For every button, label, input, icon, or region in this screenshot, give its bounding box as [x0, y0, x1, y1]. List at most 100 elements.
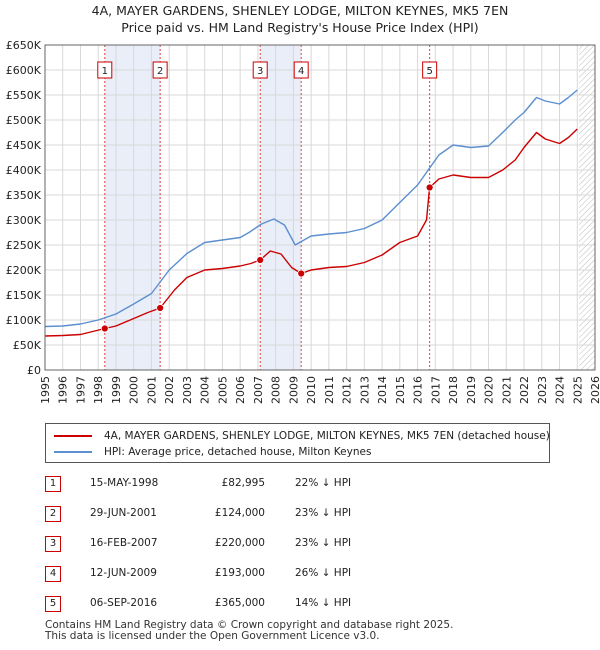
sale-number: 5	[45, 596, 61, 612]
y-tick-label-3: £150K	[6, 289, 42, 302]
y-tick-label-9: £450K	[6, 139, 42, 152]
x-tick-label-0: 1995	[39, 376, 52, 404]
sale-number: 2	[45, 506, 61, 522]
sale-number: 1	[45, 476, 61, 492]
series-line-hpi	[44, 89, 578, 328]
x-tick-label-30: 2025	[571, 376, 584, 404]
chart-title-line-2: Price paid vs. HM Land Registry's House …	[121, 20, 479, 35]
sale-hpi-diff: 14% ↓ HPI	[295, 597, 352, 609]
sale-price: £220,000	[214, 537, 265, 549]
legend-label-property: 4A, MAYER GARDENS, SHENLEY LODGE, MILTON…	[104, 430, 550, 442]
y-tick-label-12: £600K	[6, 64, 42, 77]
sale-date: 06-SEP-2016	[90, 597, 158, 609]
y-tick-label-6: £300K	[6, 214, 42, 227]
sales-table: 1 15-MAY-1998 £82,995 22% ↓ HPI 2 29-JUN-2001…	[45, 472, 585, 622]
sale-price: £82,995	[221, 477, 265, 489]
sale-row: 1 15-MAY-1998 £82,995 22% ↓ HPI	[45, 472, 585, 502]
x-tick-label-2: 1997	[74, 376, 87, 404]
sale-label-box-2	[152, 61, 168, 79]
plot-frame	[44, 44, 596, 371]
sale-hpi-diff: 23% ↓ HPI	[295, 507, 352, 519]
x-tick-label-22: 2017	[429, 376, 442, 404]
chart-title-line-1: 4A, MAYER GARDENS, SHENLEY LODGE, MILTON…	[91, 3, 509, 18]
y-tick-label-2: £100K	[6, 314, 42, 327]
sale-hpi-diff: 22% ↓ HPI	[295, 477, 352, 489]
sale-point-4	[297, 269, 306, 278]
x-tick-label-29: 2024	[554, 376, 567, 404]
sale-point-2	[156, 304, 165, 312]
y-tick-label-4: £200K	[6, 264, 42, 277]
sale-price: £365,000	[214, 597, 265, 609]
sale-date: 29-JUN-2001	[90, 507, 157, 519]
legend-swatch-property	[54, 435, 92, 437]
x-tick-label-8: 2003	[181, 376, 194, 404]
x-tick-label-24: 2019	[465, 376, 478, 404]
sale-row: 3 16-FEB-2007 £220,000 23% ↓ HPI	[45, 532, 585, 562]
x-tick-label-9: 2004	[199, 376, 212, 404]
y-tick-label-8: £400K	[6, 164, 42, 177]
sale-number: 3	[45, 536, 61, 552]
footer: Contains HM Land Registry data © Crown c…	[45, 620, 453, 642]
x-tick-label-15: 2010	[305, 376, 318, 404]
sale-label-text-2: 2	[157, 66, 163, 77]
sale-number: 4	[45, 566, 61, 582]
x-tick-label-4: 1999	[110, 376, 123, 404]
x-tick-label-10: 2005	[216, 376, 229, 404]
chart-legend: 4A, MAYER GARDENS, SHENLEY LODGE, MILTON…	[45, 423, 550, 463]
x-tick-label-14: 2009	[287, 376, 300, 404]
y-tick-label-7: £350K	[6, 189, 42, 202]
series-line-property	[44, 128, 578, 337]
sale-row: 2 29-JUN-2001 £124,000 23% ↓ HPI	[45, 502, 585, 532]
shaded-region-2	[260, 45, 302, 370]
sale-hpi-diff: 26% ↓ HPI	[295, 567, 352, 579]
sale-point-3	[256, 256, 265, 264]
x-tick-label-16: 2011	[323, 376, 336, 404]
y-tick-label-13: £650K	[6, 39, 42, 52]
x-tick-label-3: 1998	[92, 376, 105, 404]
x-tick-label-21: 2016	[412, 376, 425, 404]
x-tick-label-31: 2026	[589, 376, 600, 404]
x-tick-label-19: 2014	[376, 376, 389, 404]
y-tick-label-1: £50K	[13, 339, 42, 352]
sale-label-box-3	[252, 61, 268, 79]
sale-date: 12-JUN-2009	[90, 567, 157, 579]
sale-point-5	[425, 183, 434, 192]
sale-label-text-4: 4	[298, 66, 304, 77]
footer-copyright: Contains HM Land Registry data © Crown c…	[45, 619, 454, 631]
sale-label-text-1: 1	[102, 66, 108, 77]
legend-swatch-hpi	[54, 451, 92, 453]
sale-price: £193,000	[214, 567, 265, 579]
sale-price: £124,000	[214, 507, 265, 519]
price-chart: 1 2 3 4 5 £0 £50K £100K £150K £200K £250K £300K £350…	[6, 39, 600, 404]
sale-label-box-5	[422, 61, 438, 79]
sale-label-box-1	[97, 61, 113, 79]
y-tick-label-0: £0	[27, 364, 41, 377]
sale-date: 16-FEB-2007	[90, 537, 158, 549]
y-tick-label-10: £500K	[6, 114, 42, 127]
y-tick-label-11: £550K	[6, 89, 42, 102]
sale-row: 4 12-JUN-2009 £193,000 26% ↓ HPI	[45, 562, 585, 592]
x-tick-label-17: 2012	[341, 376, 354, 404]
x-tick-label-26: 2021	[500, 376, 513, 404]
x-tick-label-25: 2020	[483, 376, 496, 404]
x-tick-label-20: 2015	[394, 376, 407, 404]
x-tick-label-27: 2022	[518, 376, 531, 404]
x-tick-label-28: 2023	[536, 376, 549, 404]
x-tick-label-6: 2001	[145, 376, 158, 404]
x-tick-label-12: 2007	[252, 376, 265, 404]
sale-date: 15-MAY-1998	[90, 477, 159, 489]
shaded-region-1	[104, 45, 161, 370]
sale-point-1	[100, 324, 109, 333]
sale-label-box-4	[293, 61, 309, 79]
x-tick-label-1: 1996	[57, 376, 70, 404]
sale-label-text-5: 5	[426, 66, 432, 77]
x-tick-label-11: 2006	[234, 376, 247, 404]
forecast-hatch	[579, 45, 595, 370]
x-tick-label-18: 2013	[358, 376, 371, 404]
sale-label-text-3: 3	[257, 66, 263, 77]
x-tick-label-7: 2002	[163, 376, 176, 404]
x-tick-label-13: 2008	[270, 376, 283, 404]
legend-label-hpi: HPI: Average price, detached house, Milt…	[104, 446, 372, 458]
sale-row: 5 06-SEP-2016 £365,000 14% ↓ HPI	[45, 592, 585, 622]
y-tick-label-5: £250K	[6, 239, 42, 252]
